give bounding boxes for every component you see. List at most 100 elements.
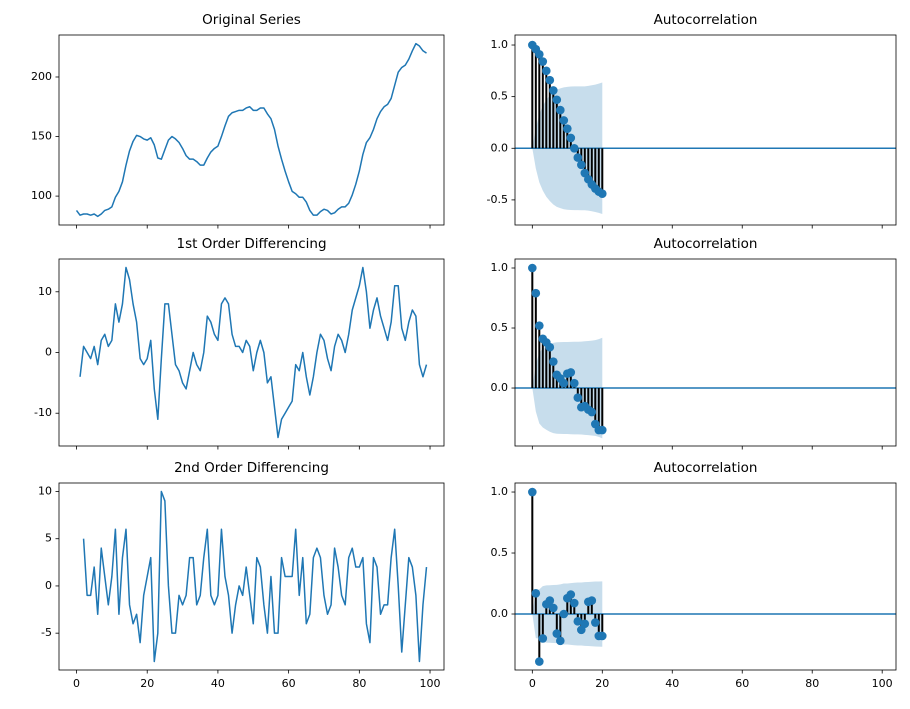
axes-frame	[514, 482, 897, 671]
marker	[556, 636, 565, 646]
subplot-title: 2nd Order Differencing	[174, 460, 329, 476]
marker	[566, 133, 576, 143]
marker	[556, 105, 565, 115]
marker	[573, 153, 583, 162]
marker	[549, 603, 558, 613]
marker	[597, 189, 607, 199]
y-tick-label: 1.0	[491, 261, 509, 274]
marker	[587, 596, 597, 605]
y-tick-label: 0.0	[491, 141, 509, 154]
plot-area	[515, 263, 896, 439]
marker	[570, 598, 579, 608]
marker	[573, 617, 583, 626]
y-tick-label: 10	[38, 285, 52, 298]
x-tick-label: 20	[140, 677, 154, 690]
y-tick-label: 100	[31, 189, 52, 202]
y-tick-label: 0	[45, 579, 52, 592]
plot-area	[515, 40, 896, 215]
axes-frame	[58, 258, 445, 447]
y-tick-label: 200	[31, 70, 52, 83]
marker	[538, 634, 548, 643]
marker	[549, 357, 558, 366]
marker	[552, 95, 562, 105]
marker	[597, 425, 607, 435]
marker	[580, 619, 590, 629]
subplot-title: Original Series	[202, 12, 301, 28]
plot-area	[75, 42, 427, 218]
subplot-title: 1st Order Differencing	[176, 236, 326, 252]
marker	[587, 407, 597, 417]
y-tick-label: 0.0	[491, 381, 509, 394]
marker	[531, 288, 541, 298]
y-tick-label: 150	[31, 130, 52, 143]
subplot-title: Autocorrelation	[654, 460, 758, 476]
subplot: Autocorrelation -0.5 0.0 0.5 1.0	[487, 12, 897, 229]
marker	[535, 321, 544, 330]
plot-area	[79, 266, 428, 439]
marker	[535, 50, 544, 59]
subplot-title: Autocorrelation	[654, 236, 758, 252]
x-tick-label: 0	[73, 677, 80, 690]
subplot: Original Series 100 150 200	[31, 12, 445, 229]
subplot: Autocorrelation 0.0 0.5 1.0 0 20 40 60 80 100	[491, 460, 897, 690]
axes-frame	[514, 258, 897, 447]
marker	[559, 609, 569, 619]
marker	[549, 86, 558, 95]
marker	[545, 342, 555, 352]
subplot-title: Autocorrelation	[654, 12, 758, 28]
plot-area	[82, 490, 428, 663]
axes-frame	[58, 482, 445, 671]
marker	[535, 657, 544, 666]
marker	[528, 263, 537, 273]
marker	[570, 378, 579, 388]
x-tick-label: 100	[420, 677, 441, 690]
series-line	[79, 266, 428, 439]
y-tick-label: 10	[38, 485, 52, 498]
marker	[559, 378, 569, 388]
x-tick-label: 100	[872, 677, 893, 690]
marker	[590, 618, 600, 627]
subplot: 1st Order Differencing -10 0 10	[34, 236, 445, 450]
x-tick-label: 60	[735, 677, 749, 690]
series-line	[82, 490, 428, 663]
marker	[542, 66, 551, 76]
y-tick-label: 0	[45, 346, 52, 359]
x-tick-label: 0	[529, 677, 536, 690]
marker	[570, 143, 579, 153]
y-tick-label: 1.0	[491, 485, 509, 498]
marker	[576, 160, 586, 170]
marker	[531, 588, 541, 598]
marker	[545, 596, 555, 605]
subplot: Autocorrelation 0.0 0.5 1.0	[491, 236, 897, 450]
x-tick-label: 60	[282, 677, 296, 690]
x-tick-label: 40	[665, 677, 679, 690]
marker	[597, 631, 607, 641]
y-tick-label: 0.5	[491, 321, 509, 334]
marker	[528, 487, 537, 497]
y-tick-label: -0.5	[487, 193, 508, 206]
axes-frame	[58, 34, 445, 226]
marker	[573, 393, 583, 402]
y-tick-label: -10	[34, 406, 52, 419]
y-tick-label: 5	[45, 532, 52, 545]
x-tick-label: 40	[211, 677, 225, 690]
marker	[566, 368, 576, 377]
marker	[563, 124, 572, 133]
marker	[538, 57, 548, 66]
x-tick-label: 20	[595, 677, 609, 690]
y-tick-label: 0.5	[491, 90, 509, 103]
series-line	[75, 42, 427, 218]
x-tick-label: 80	[352, 677, 366, 690]
marker	[559, 116, 569, 125]
marker	[552, 629, 562, 638]
y-tick-label: -5	[41, 626, 52, 639]
x-tick-label: 80	[805, 677, 819, 690]
y-tick-label: 0.0	[491, 607, 509, 620]
axes-frame	[514, 34, 897, 226]
y-tick-label: 1.0	[491, 38, 509, 51]
y-tick-label: 0.5	[491, 546, 509, 559]
plot-area	[515, 487, 896, 666]
marker	[566, 590, 576, 599]
